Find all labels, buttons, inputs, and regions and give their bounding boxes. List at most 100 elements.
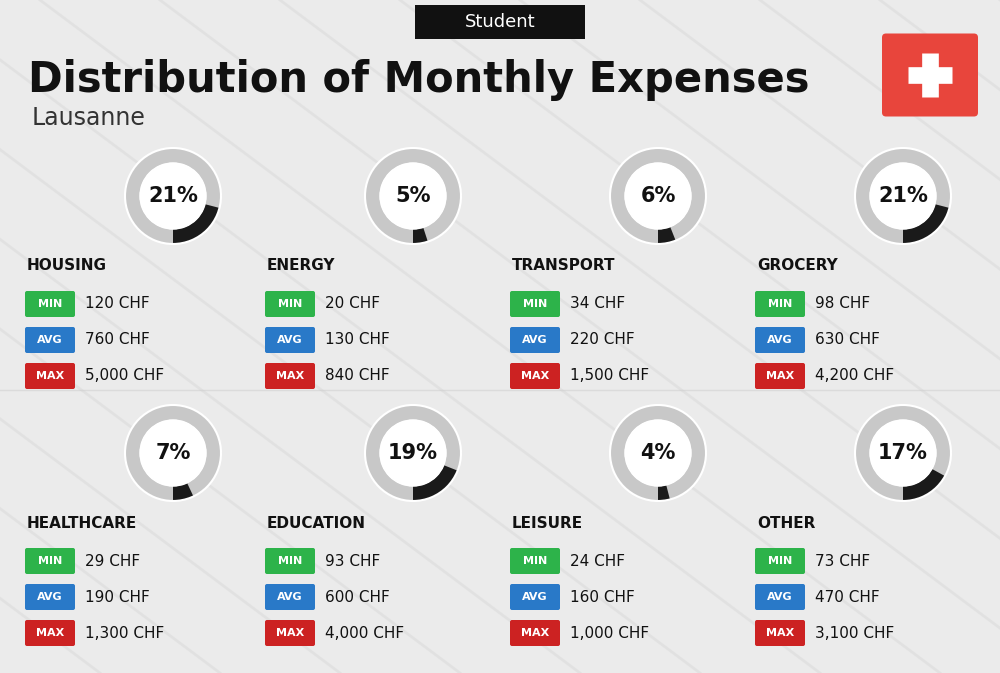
Wedge shape <box>125 405 221 501</box>
Text: MIN: MIN <box>38 556 62 566</box>
Wedge shape <box>173 204 219 244</box>
Text: AVG: AVG <box>277 592 303 602</box>
Text: 600 CHF: 600 CHF <box>325 590 390 604</box>
Text: MIN: MIN <box>38 299 62 309</box>
Text: MIN: MIN <box>768 299 792 309</box>
FancyBboxPatch shape <box>755 291 805 317</box>
Text: 1,300 CHF: 1,300 CHF <box>85 625 164 641</box>
FancyBboxPatch shape <box>25 548 75 574</box>
Text: 840 CHF: 840 CHF <box>325 369 390 384</box>
Text: AVG: AVG <box>767 335 793 345</box>
FancyBboxPatch shape <box>755 327 805 353</box>
Text: LEISURE: LEISURE <box>512 516 583 530</box>
Wedge shape <box>413 465 458 501</box>
Text: 20 CHF: 20 CHF <box>325 297 380 312</box>
FancyBboxPatch shape <box>265 584 315 610</box>
Text: MAX: MAX <box>276 628 304 638</box>
Wedge shape <box>413 227 428 244</box>
Text: 760 CHF: 760 CHF <box>85 332 150 347</box>
Wedge shape <box>903 468 945 501</box>
FancyBboxPatch shape <box>510 291 560 317</box>
FancyBboxPatch shape <box>510 363 560 389</box>
FancyBboxPatch shape <box>25 620 75 646</box>
Text: 5,000 CHF: 5,000 CHF <box>85 369 164 384</box>
FancyBboxPatch shape <box>265 363 315 389</box>
Wedge shape <box>610 405 706 501</box>
Text: TRANSPORT: TRANSPORT <box>512 258 616 273</box>
Wedge shape <box>173 483 193 501</box>
FancyBboxPatch shape <box>755 584 805 610</box>
Text: 21%: 21% <box>878 186 928 206</box>
Text: AVG: AVG <box>522 335 548 345</box>
Text: Student: Student <box>465 13 535 31</box>
FancyBboxPatch shape <box>265 620 315 646</box>
Text: 93 CHF: 93 CHF <box>325 553 380 569</box>
Wedge shape <box>365 148 461 244</box>
Circle shape <box>380 421 446 486</box>
Text: MAX: MAX <box>36 628 64 638</box>
Text: 190 CHF: 190 CHF <box>85 590 150 604</box>
FancyBboxPatch shape <box>510 548 560 574</box>
Text: AVG: AVG <box>37 592 63 602</box>
Text: 98 CHF: 98 CHF <box>815 297 870 312</box>
Text: MIN: MIN <box>523 556 547 566</box>
FancyBboxPatch shape <box>25 291 75 317</box>
FancyBboxPatch shape <box>510 327 560 353</box>
FancyBboxPatch shape <box>265 291 315 317</box>
Wedge shape <box>365 405 461 501</box>
Text: MIN: MIN <box>768 556 792 566</box>
FancyBboxPatch shape <box>755 620 805 646</box>
Text: MAX: MAX <box>766 371 794 381</box>
Wedge shape <box>610 148 706 244</box>
Text: 160 CHF: 160 CHF <box>570 590 635 604</box>
Text: GROCERY: GROCERY <box>757 258 838 273</box>
Text: 73 CHF: 73 CHF <box>815 553 870 569</box>
Wedge shape <box>855 148 951 244</box>
Text: 3,100 CHF: 3,100 CHF <box>815 625 894 641</box>
Circle shape <box>870 164 936 229</box>
Text: Lausanne: Lausanne <box>32 106 146 130</box>
Text: MAX: MAX <box>766 628 794 638</box>
Circle shape <box>140 421 206 486</box>
Text: MAX: MAX <box>36 371 64 381</box>
FancyBboxPatch shape <box>755 548 805 574</box>
Text: 4%: 4% <box>640 443 676 463</box>
Text: AVG: AVG <box>522 592 548 602</box>
Text: MIN: MIN <box>278 556 302 566</box>
Text: EDUCATION: EDUCATION <box>267 516 366 530</box>
Text: 470 CHF: 470 CHF <box>815 590 880 604</box>
Text: AVG: AVG <box>37 335 63 345</box>
Wedge shape <box>658 485 670 501</box>
Wedge shape <box>903 204 949 244</box>
Text: 24 CHF: 24 CHF <box>570 553 625 569</box>
Text: 21%: 21% <box>148 186 198 206</box>
Circle shape <box>625 421 691 486</box>
Text: HOUSING: HOUSING <box>27 258 107 273</box>
Text: 4,200 CHF: 4,200 CHF <box>815 369 894 384</box>
Text: 17%: 17% <box>878 443 928 463</box>
Circle shape <box>380 164 446 229</box>
Circle shape <box>870 421 936 486</box>
Text: HEALTHCARE: HEALTHCARE <box>27 516 137 530</box>
Text: MAX: MAX <box>521 371 549 381</box>
FancyBboxPatch shape <box>882 34 978 116</box>
Wedge shape <box>658 226 676 244</box>
Text: OTHER: OTHER <box>757 516 815 530</box>
Text: 4,000 CHF: 4,000 CHF <box>325 625 404 641</box>
Text: MAX: MAX <box>276 371 304 381</box>
Text: 630 CHF: 630 CHF <box>815 332 880 347</box>
Text: ENERGY: ENERGY <box>267 258 336 273</box>
Text: Distribution of Monthly Expenses: Distribution of Monthly Expenses <box>28 59 810 101</box>
FancyBboxPatch shape <box>25 363 75 389</box>
Text: MAX: MAX <box>521 628 549 638</box>
Text: AVG: AVG <box>767 592 793 602</box>
Text: 7%: 7% <box>155 443 191 463</box>
Text: 130 CHF: 130 CHF <box>325 332 390 347</box>
Circle shape <box>140 164 206 229</box>
FancyBboxPatch shape <box>415 5 585 39</box>
Text: AVG: AVG <box>277 335 303 345</box>
Circle shape <box>625 164 691 229</box>
FancyBboxPatch shape <box>265 548 315 574</box>
Text: 220 CHF: 220 CHF <box>570 332 635 347</box>
FancyBboxPatch shape <box>265 327 315 353</box>
